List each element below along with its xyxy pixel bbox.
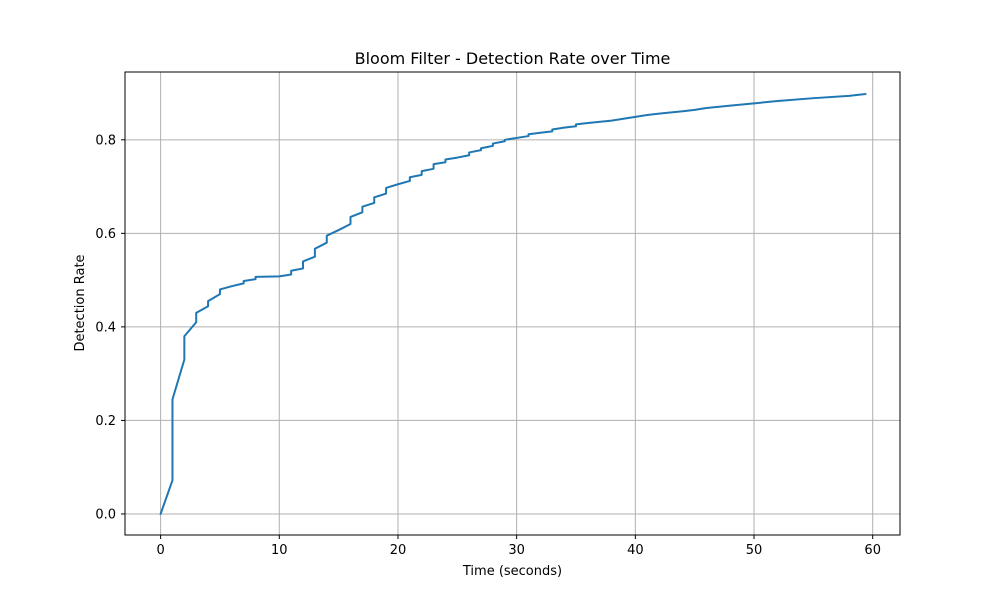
x-tick-label: 30 xyxy=(508,543,525,558)
x-tick-label: 10 xyxy=(271,543,288,558)
y-tick-label: 0.2 xyxy=(95,414,116,429)
y-axis-ticks: 0.0 0.2 0.4 0.6 0.8 xyxy=(95,133,125,522)
x-axis-ticks: 0 10 20 30 40 50 60 xyxy=(156,535,881,558)
y-tick-label: 0.8 xyxy=(95,133,116,148)
grid xyxy=(125,72,900,535)
y-tick-label: 0.4 xyxy=(95,320,116,335)
plot-area-frame xyxy=(124,71,901,536)
chart-title: Bloom Filter - Detection Rate over Time xyxy=(355,49,671,68)
y-tick-label: 0.0 xyxy=(95,507,116,522)
y-tick-label: 0.6 xyxy=(95,227,116,242)
x-tick-label: 40 xyxy=(627,543,644,558)
x-tick-label: 50 xyxy=(746,543,763,558)
x-tick-label: 60 xyxy=(864,543,881,558)
x-tick-label: 0 xyxy=(156,543,164,558)
y-axis-label: Detection Rate xyxy=(73,254,88,351)
series-line xyxy=(159,92,867,515)
series-layer xyxy=(159,92,867,515)
x-tick-label: 20 xyxy=(390,543,407,558)
x-axis-label: Time (seconds) xyxy=(462,564,562,579)
